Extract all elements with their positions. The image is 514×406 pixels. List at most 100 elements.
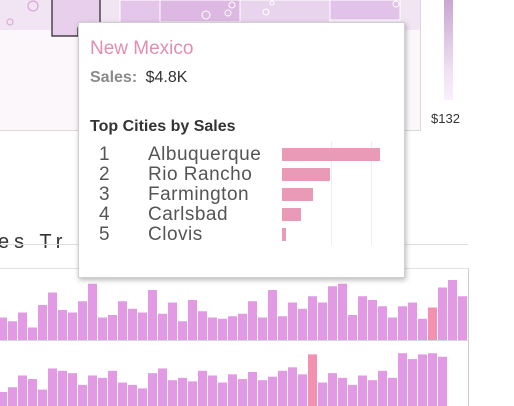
bar[interactable]: [108, 370, 117, 406]
bar[interactable]: [328, 286, 337, 340]
bar[interactable]: [18, 312, 27, 341]
bar[interactable]: [398, 353, 407, 406]
bar[interactable]: [378, 370, 387, 406]
bar[interactable]: [358, 375, 367, 406]
bar[interactable]: [398, 306, 407, 340]
city-row: 2 Rio Rancho: [79, 164, 404, 185]
bar[interactable]: [278, 370, 287, 406]
bar[interactable]: [318, 382, 327, 406]
bar[interactable]: [118, 382, 127, 406]
bar[interactable]: [138, 312, 147, 341]
bar[interactable]: [88, 375, 97, 406]
city-name: Rio Rancho: [148, 164, 253, 185]
bar[interactable]: [198, 370, 207, 406]
bar[interactable]: [148, 373, 157, 406]
bar[interactable]: [8, 387, 17, 406]
bar[interactable]: [208, 375, 217, 406]
bar[interactable]: [78, 384, 87, 406]
bar[interactable]: [88, 283, 97, 340]
bar[interactable]: [258, 317, 267, 341]
bar[interactable]: [388, 377, 397, 406]
bar[interactable]: [248, 371, 257, 406]
bar[interactable]: [38, 389, 47, 406]
bar[interactable]: [58, 310, 67, 340]
bar[interactable]: [28, 327, 37, 341]
bar[interactable]: [128, 384, 137, 406]
bar[interactable]: [198, 311, 207, 340]
bar[interactable]: [158, 368, 167, 406]
bar[interactable]: [178, 377, 187, 406]
bar[interactable]: [188, 300, 197, 340]
bar[interactable]: [448, 280, 457, 340]
bar[interactable]: [428, 353, 437, 406]
bar[interactable]: [178, 321, 187, 340]
bar[interactable]: [168, 380, 177, 406]
bar[interactable]: [328, 373, 337, 406]
bar[interactable]: [338, 283, 347, 340]
bar-strip-top[interactable]: [0, 268, 469, 341]
bar[interactable]: [298, 374, 307, 406]
bar[interactable]: [458, 296, 467, 340]
bar[interactable]: [0, 317, 7, 341]
bar[interactable]: [358, 296, 367, 340]
bar[interactable]: [0, 391, 7, 406]
bar[interactable]: [438, 287, 447, 341]
bar[interactable]: [58, 370, 67, 406]
bar[interactable]: [418, 354, 427, 406]
bar[interactable]: [388, 317, 397, 341]
bar[interactable]: [98, 377, 107, 406]
city-name: Albuquerque: [148, 144, 262, 165]
bar[interactable]: [208, 317, 217, 341]
bar[interactable]: [18, 375, 27, 406]
bar[interactable]: [218, 318, 227, 340]
bar[interactable]: [148, 290, 157, 340]
bar[interactable]: [138, 388, 147, 406]
bar[interactable]: [338, 377, 347, 406]
bar[interactable]: [418, 318, 427, 340]
bar[interactable]: [268, 290, 277, 340]
bar[interactable]: [248, 301, 257, 340]
bar[interactable]: [108, 315, 117, 340]
bar[interactable]: [308, 354, 317, 406]
bar[interactable]: [348, 384, 357, 406]
bar[interactable]: [78, 301, 87, 340]
bar[interactable]: [438, 356, 447, 406]
bar[interactable]: [238, 313, 247, 340]
bar[interactable]: [378, 306, 387, 340]
bar[interactable]: [68, 373, 77, 406]
bar-strip-bottom[interactable]: [0, 339, 469, 406]
bar[interactable]: [288, 367, 297, 406]
bar[interactable]: [428, 307, 437, 341]
bar[interactable]: [48, 368, 57, 406]
bar[interactable]: [188, 381, 197, 406]
bar[interactable]: [48, 292, 57, 341]
bar[interactable]: [28, 379, 37, 406]
bar[interactable]: [238, 379, 247, 406]
bar[interactable]: [318, 302, 327, 341]
bar[interactable]: [278, 316, 287, 340]
bar[interactable]: [288, 302, 297, 341]
bar[interactable]: [258, 380, 267, 406]
bar[interactable]: [228, 374, 237, 406]
bar[interactable]: [218, 382, 227, 406]
city-row: 3 Farmington: [79, 184, 404, 205]
bar[interactable]: [408, 359, 417, 406]
bar[interactable]: [308, 296, 317, 340]
bar[interactable]: [158, 313, 167, 340]
bar[interactable]: [408, 302, 417, 341]
bar[interactable]: [8, 321, 17, 340]
bar[interactable]: [98, 317, 107, 341]
gridline: [331, 141, 332, 245]
bar[interactable]: [168, 302, 177, 341]
city-rank: 1: [99, 144, 110, 165]
bar[interactable]: [368, 380, 377, 406]
bar[interactable]: [128, 308, 137, 340]
bar[interactable]: [268, 376, 277, 406]
bar[interactable]: [368, 300, 377, 340]
bar[interactable]: [68, 312, 77, 341]
bar[interactable]: [118, 301, 127, 340]
bar[interactable]: [38, 305, 47, 340]
bar[interactable]: [228, 316, 237, 340]
bar[interactable]: [348, 315, 357, 340]
bar[interactable]: [298, 308, 307, 340]
